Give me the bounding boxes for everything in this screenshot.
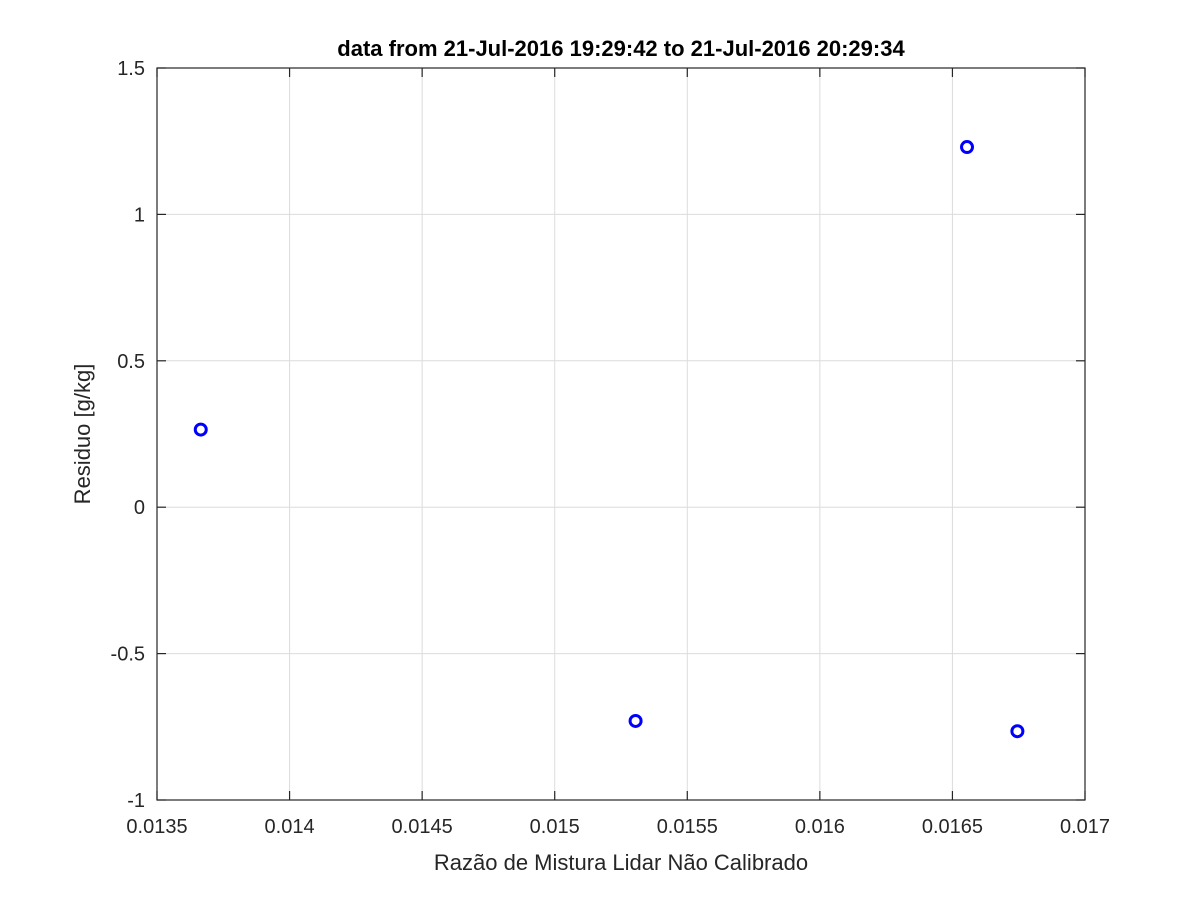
data-point bbox=[193, 422, 208, 437]
y-axis-label: Residuo [g/kg] bbox=[70, 364, 95, 505]
x-tick-label: 0.0155 bbox=[657, 816, 718, 838]
y-tick-label: -0.5 bbox=[111, 644, 145, 666]
x-tick-label: 0.0145 bbox=[392, 816, 453, 838]
x-tick-label: 0.0165 bbox=[922, 816, 983, 838]
x-tick-label: 0.0135 bbox=[126, 816, 187, 838]
x-tick-label: 0.016 bbox=[795, 816, 845, 838]
data-point bbox=[960, 140, 975, 155]
chart-title: data from 21-Jul-2016 19:29:42 to 21-Jul… bbox=[337, 36, 905, 61]
x-tick-labels: 0.0135 0.014 0.0145 0.015 0.0155 0.016 0.0165 0… bbox=[126, 816, 1110, 838]
x-tick-label: 0.015 bbox=[530, 816, 580, 838]
ticks bbox=[156, 67, 1086, 801]
y-tick-label: -1 bbox=[127, 790, 145, 812]
y-tick-label: 0 bbox=[134, 497, 145, 519]
plot-area bbox=[157, 68, 1085, 800]
y-tick-label: 1.5 bbox=[117, 58, 145, 80]
x-axis-label: Razão de Mistura Lidar Não Calibrado bbox=[434, 850, 808, 875]
y-tick-labels: -1 -0.5 0 0.5 1 1.5 bbox=[111, 58, 145, 812]
axes-box bbox=[156, 67, 1086, 801]
y-tick-label: 0.5 bbox=[117, 351, 145, 373]
x-tick-label: 0.014 bbox=[265, 816, 315, 838]
grid bbox=[157, 68, 1085, 800]
data-point bbox=[628, 713, 643, 728]
data-points bbox=[193, 140, 1025, 739]
y-tick-label: 1 bbox=[134, 204, 145, 226]
x-tick-label: 0.017 bbox=[1060, 816, 1110, 838]
data-point bbox=[1010, 724, 1025, 739]
